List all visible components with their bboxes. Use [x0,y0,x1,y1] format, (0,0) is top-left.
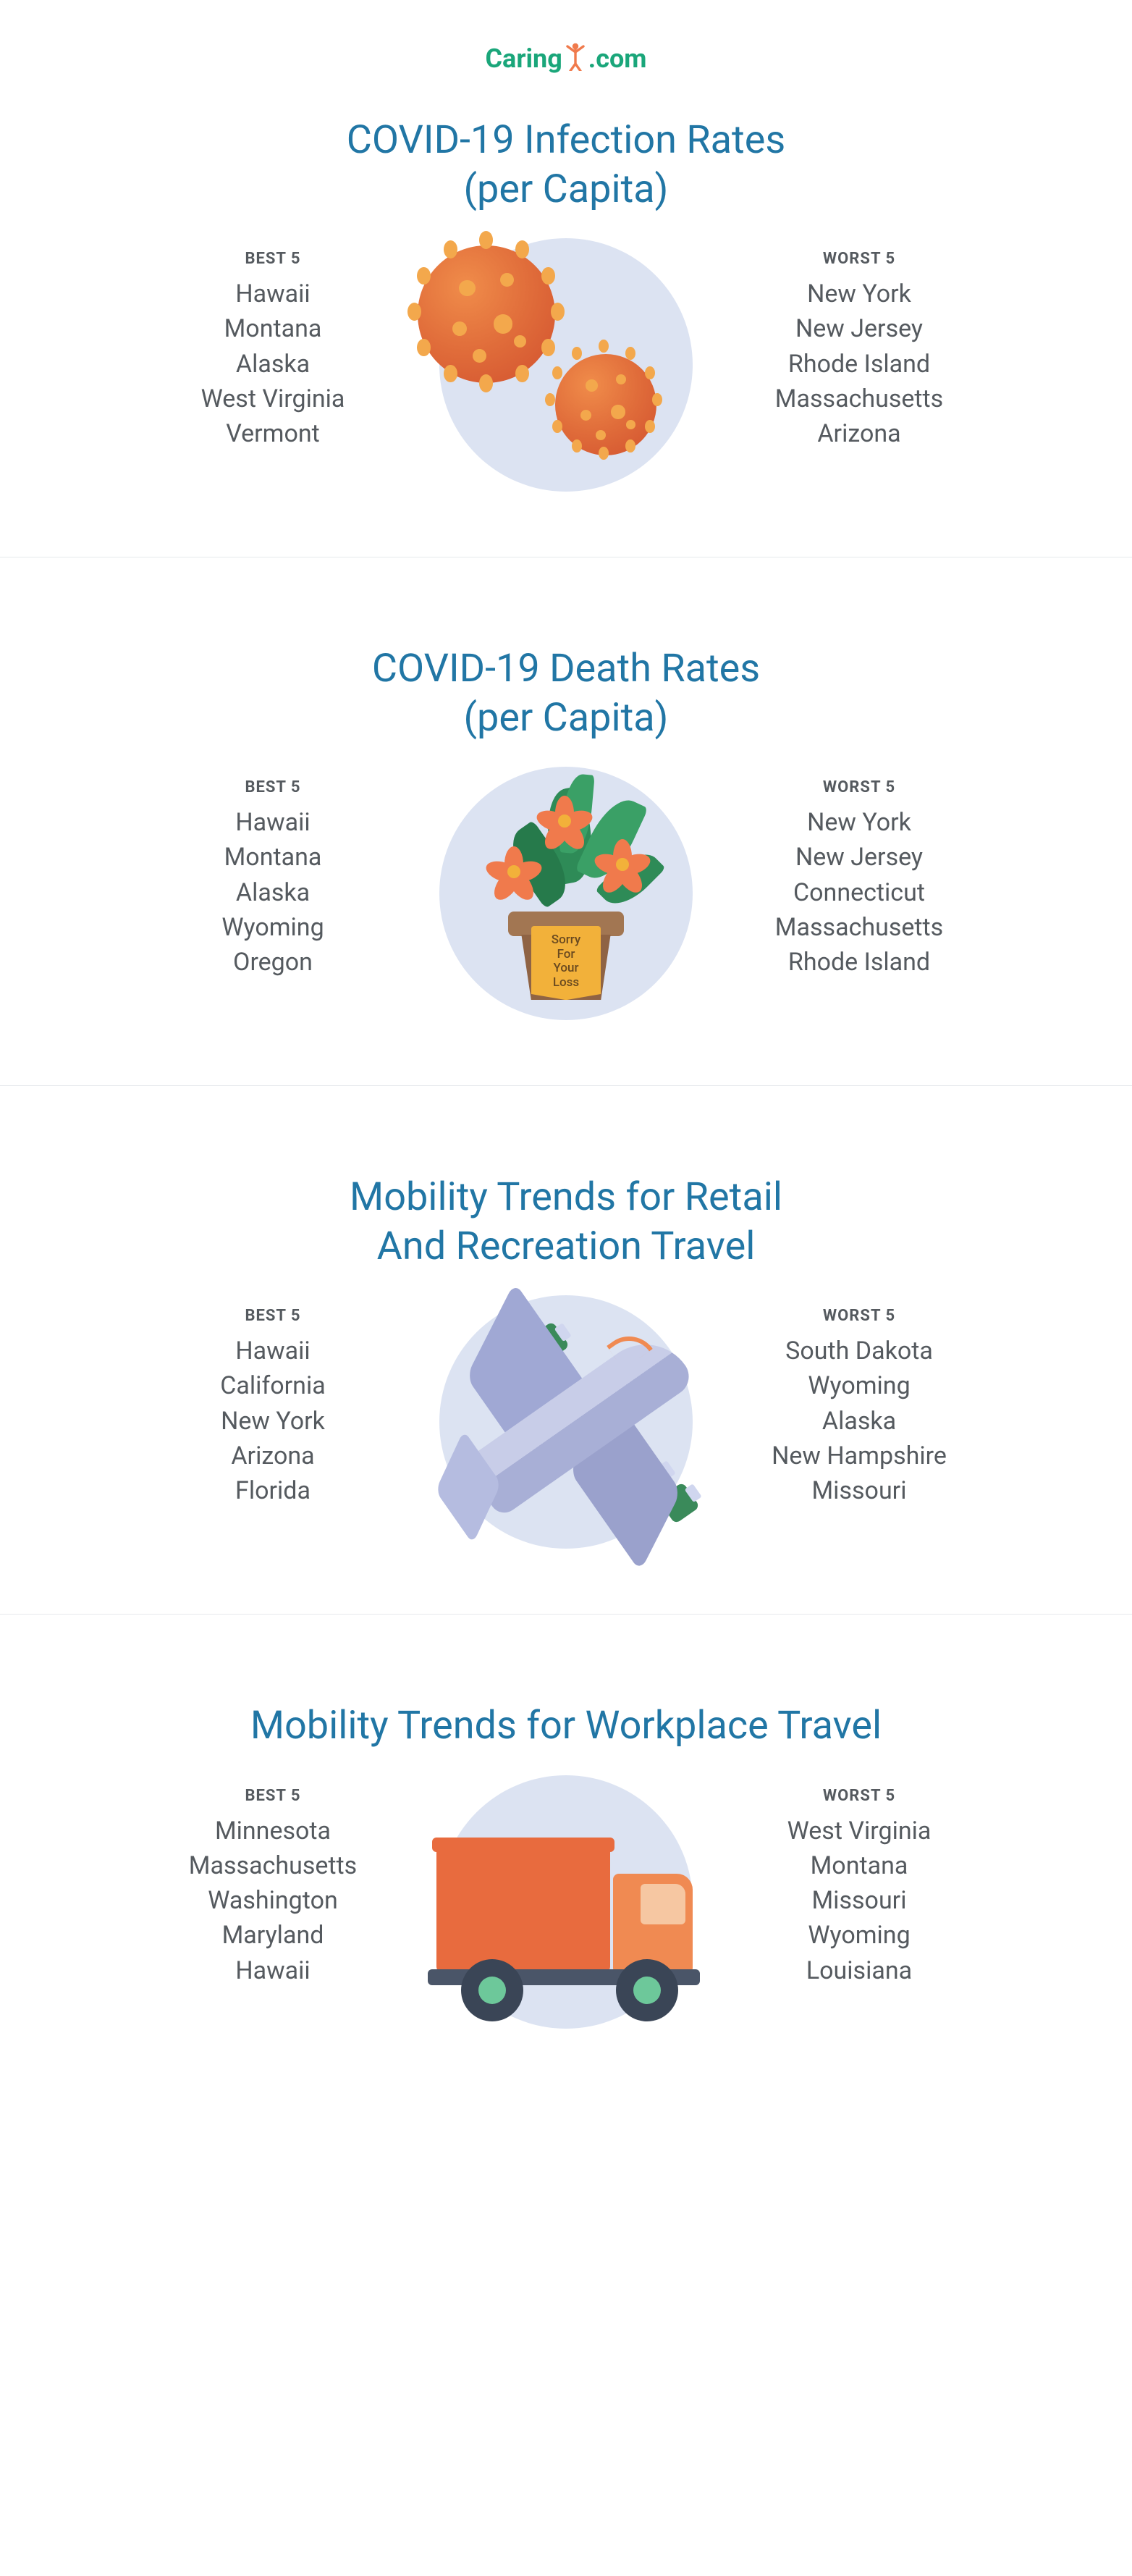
best-column: Best 5 HawaiiMontanaAlaskaWyomingOregon [139,778,407,980]
list-item: Wyoming [725,1368,993,1403]
list-item: Hawaii [139,1334,407,1368]
illustration: SorryForYourLoss [407,767,725,1020]
worst-header: Worst 5 [725,1787,993,1805]
worst-header: Worst 5 [725,1307,993,1325]
list-item: West Virginia [139,382,407,416]
worst-column: Worst 5 West VirginiaMontanaMissouriWyomi… [725,1787,993,1988]
list-item: Hawaii [139,277,407,311]
list-item: Alaska [139,875,407,910]
best-column: Best 5 MinnesotaMassachusettsWashingtonMa… [139,1787,407,1988]
list-item: New York [139,1404,407,1439]
section-title: Mobility Trends for Workplace Travel [0,1701,1132,1751]
list-item: Massachusetts [725,382,993,416]
section-plant: COVID-19 Death Rates(per Capita) Best 5 Ha… [0,557,1132,1085]
plant-tag: SorryForYourLoss [531,926,601,1000]
section-title: COVID-19 Death Rates(per Capita) [0,644,1132,742]
brand-name: Caring [486,43,562,74]
best-header: Best 5 [139,1307,407,1325]
section-virus: COVID-19 Infection Rates(per Capita) Best… [0,98,1132,557]
worst-column: Worst 5 South DakotaWyomingAlaskaNew Hamp… [725,1307,993,1508]
list-item: Florida [139,1473,407,1508]
section-title: COVID-19 Infection Rates(per Capita) [0,116,1132,214]
best-header: Best 5 [139,250,407,268]
list-item: Missouri [725,1883,993,1918]
worst-column: Worst 5 New YorkNew JerseyRhode IslandMas… [725,250,993,451]
illustration [407,238,725,492]
plant-icon: SorryForYourLoss [439,767,693,1020]
list-item: New Jersey [725,311,993,346]
list-item: New York [725,805,993,840]
brand-suffix: .com [588,43,647,74]
best-column: Best 5 HawaiiCaliforniaNew YorkArizonaFlo… [139,1307,407,1508]
list-item: Hawaii [139,1953,407,1988]
list-item: Arizona [139,1439,407,1473]
section-title: Mobility Trends for RetailAnd Recreation… [0,1173,1132,1271]
list-item: Montana [139,840,407,875]
list-item: Montana [725,1848,993,1883]
brand-person-icon [565,42,586,71]
list-item: West Virginia [725,1814,993,1848]
list-item: Oregon [139,945,407,980]
list-item: New Hampshire [725,1439,993,1473]
section-plane: Mobility Trends for RetailAnd Recreation… [0,1085,1132,1614]
list-item: Wyoming [139,910,407,945]
list-item: Alaska [725,1404,993,1439]
virus-icon [439,238,693,492]
section-truck: Mobility Trends for Workplace Travel Best… [0,1614,1132,2094]
list-item: Missouri [725,1473,993,1508]
list-item: Louisiana [725,1953,993,1988]
list-item: Washington [139,1883,407,1918]
list-item: Rhode Island [725,945,993,980]
best-header: Best 5 [139,778,407,796]
list-item: Arizona [725,416,993,451]
list-item: Massachusetts [725,910,993,945]
list-item: California [139,1368,407,1403]
worst-header: Worst 5 [725,250,993,268]
list-item: Wyoming [725,1918,993,1953]
list-item: Connecticut [725,875,993,910]
list-item: Rhode Island [725,347,993,382]
list-item: Maryland [139,1918,407,1953]
best-header: Best 5 [139,1787,407,1805]
list-item: South Dakota [725,1334,993,1368]
list-item: New York [725,277,993,311]
illustration [407,1295,725,1549]
list-item: New Jersey [725,840,993,875]
best-column: Best 5 HawaiiMontanaAlaskaWest VirginiaVe… [139,250,407,451]
list-item: Vermont [139,416,407,451]
worst-header: Worst 5 [725,778,993,796]
list-item: Alaska [139,347,407,382]
illustration [407,1775,725,2029]
truck-icon [439,1775,693,2029]
list-item: Massachusetts [139,1848,407,1883]
list-item: Hawaii [139,805,407,840]
list-item: Montana [139,311,407,346]
brand-logo: Caring .com [0,43,1132,74]
worst-column: Worst 5 New YorkNew JerseyConnecticutMass… [725,778,993,980]
plane-icon [439,1295,693,1549]
list-item: Minnesota [139,1814,407,1848]
